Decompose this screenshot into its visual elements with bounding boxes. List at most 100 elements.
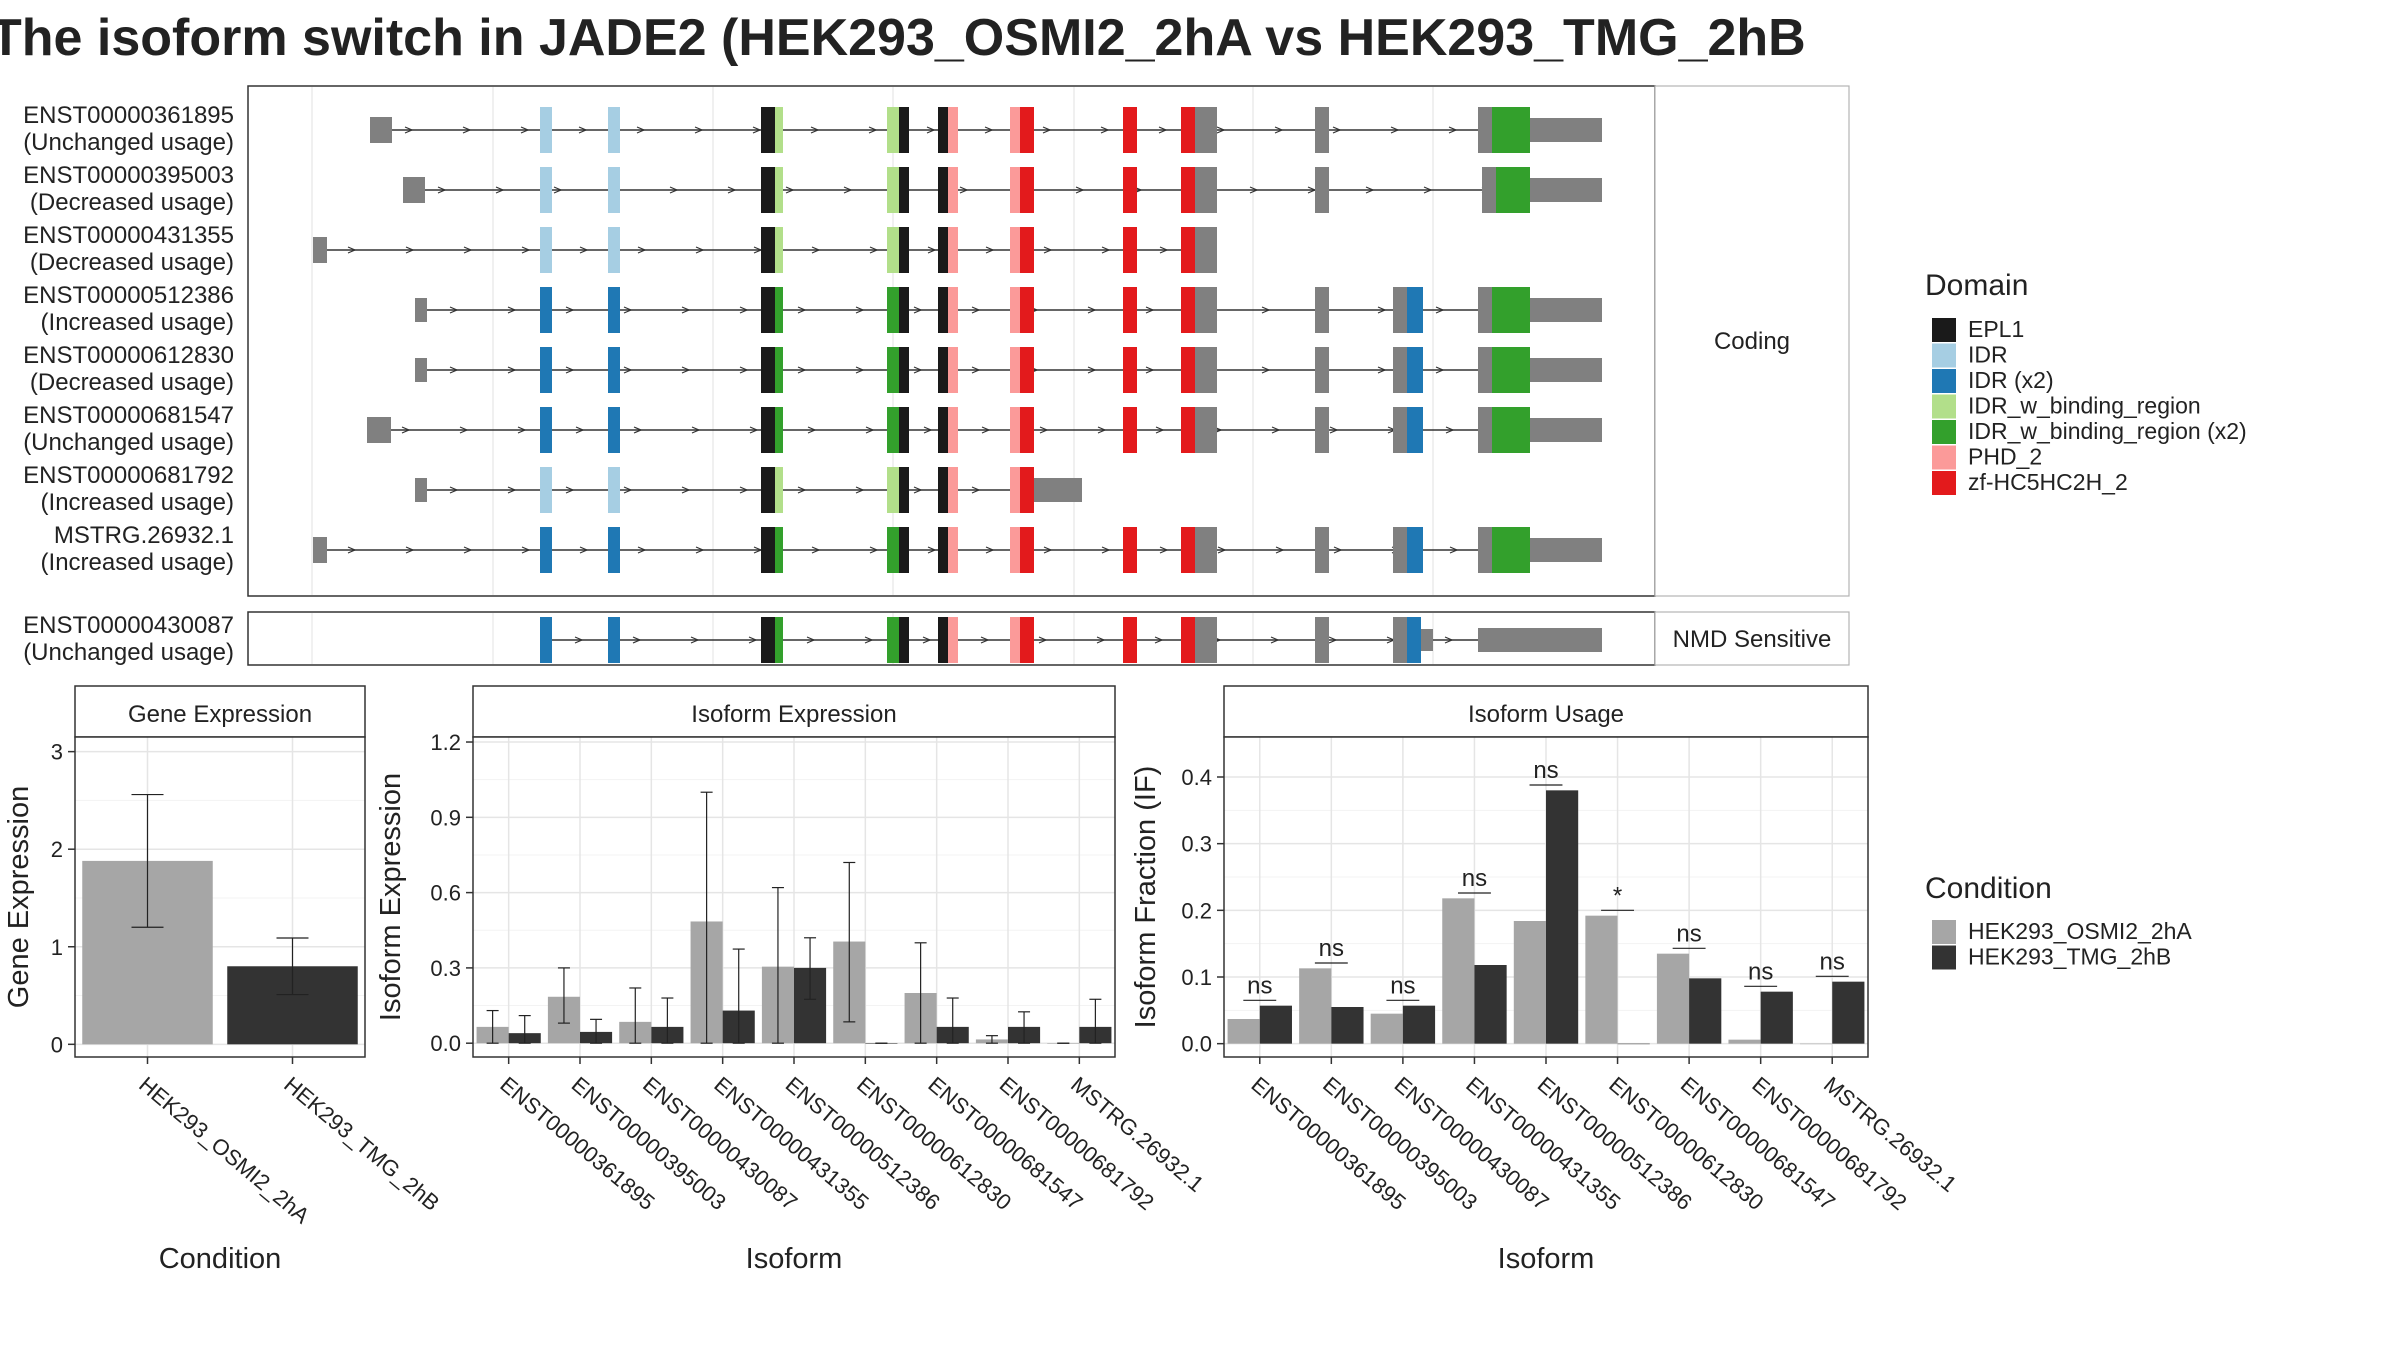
exon-block [1393, 527, 1407, 573]
bar [1442, 898, 1475, 1044]
chart-strip [1223, 685, 1869, 738]
significance-label: ns [1319, 935, 1344, 962]
exon-block [1195, 107, 1217, 153]
strand-arrow [520, 126, 530, 134]
exon-block [1123, 107, 1137, 153]
domain-legend-label: IDR_w_binding_region (x2) [1968, 418, 2247, 444]
bar [1617, 1043, 1650, 1045]
strand-arrow [553, 186, 563, 194]
exon-block [1478, 287, 1492, 333]
chart-title: Isoform Usage [1468, 701, 1624, 728]
exon-block [887, 107, 899, 153]
bar [1585, 915, 1618, 1044]
exon-block [1315, 107, 1329, 153]
exon-block [1530, 178, 1602, 202]
strand-arrow [727, 186, 737, 194]
strand-arrow [797, 366, 807, 374]
exon-block [1478, 107, 1492, 153]
strand-arrow [1365, 186, 1375, 194]
exon-block [1393, 617, 1407, 663]
bar [1474, 965, 1507, 1044]
significance-label: ns [1247, 972, 1272, 999]
exon-block [1010, 287, 1020, 333]
strand-arrow [1042, 126, 1052, 134]
strand-arrow [1332, 126, 1342, 134]
strand-arrow [927, 246, 937, 254]
exon-block [761, 107, 775, 153]
exon-block [1181, 407, 1195, 453]
strand-arrow [632, 636, 642, 644]
exon-block [761, 347, 775, 393]
strand-arrow [459, 426, 469, 434]
strand-arrow [923, 426, 933, 434]
strand-arrow [521, 246, 531, 254]
exon-block [899, 407, 909, 453]
exon-block [540, 617, 552, 663]
exon-block [1181, 167, 1195, 213]
exon-block [1496, 167, 1530, 213]
exon-block [608, 227, 620, 273]
bar [1728, 1039, 1761, 1044]
significance-label: ns [1462, 865, 1487, 892]
exon-block [899, 467, 909, 513]
strand-arrow [517, 426, 527, 434]
transcript-id-label: ENST00000361895 [23, 102, 234, 129]
strand-arrow [739, 486, 749, 494]
exon-block [948, 227, 958, 273]
strand-arrow [752, 126, 762, 134]
transcript-id-label: ENST00000681792 [23, 462, 234, 489]
exon-block [1195, 407, 1217, 453]
exon-block [1195, 287, 1217, 333]
significance-label: ns [1676, 920, 1701, 947]
exon-block [948, 527, 958, 573]
condition-legend-swatch [1932, 945, 1956, 970]
strand-arrow [579, 246, 589, 254]
y-tick-label: 0.0 [430, 1031, 461, 1056]
strand-arrow [1158, 126, 1168, 134]
exon-block [540, 167, 552, 213]
bar [1760, 991, 1793, 1044]
exon-block [1393, 407, 1407, 453]
strand-arrow [971, 306, 981, 314]
transcript-id-label: ENST00000612830 [23, 342, 234, 369]
transcript-id-label: ENST00000681547 [23, 402, 234, 429]
transcript-id-label: MSTRG.26932.1 [54, 522, 234, 549]
exon-block [938, 287, 948, 333]
significance-label: ns [1748, 958, 1773, 985]
strand-arrow [797, 486, 807, 494]
bar [1259, 1005, 1292, 1044]
strand-arrow [1101, 246, 1111, 254]
strand-arrow [507, 306, 517, 314]
y-axis-title: Isoform Expression [375, 773, 407, 1021]
strand-arrow [575, 426, 585, 434]
exon-block [1393, 287, 1407, 333]
exon-block [1020, 347, 1034, 393]
strand-arrow [1217, 546, 1227, 554]
exon-block [887, 287, 899, 333]
strand-arrow [637, 546, 647, 554]
strand-arrow [1261, 306, 1271, 314]
transcript-usage-label: (Increased usage) [41, 309, 234, 336]
y-tick-label: 0.1 [1181, 965, 1212, 990]
strand-arrow [811, 246, 821, 254]
exon-block [775, 287, 783, 333]
strand-arrow [1444, 636, 1454, 644]
strand-arrow [985, 246, 995, 254]
strand-arrow [1159, 246, 1169, 254]
x-axis-title: Isoform [746, 1243, 843, 1275]
strand-arrow [623, 486, 633, 494]
strand-arrow [811, 546, 821, 554]
strand-arrow [1261, 366, 1271, 374]
strand-arrow [1270, 636, 1280, 644]
exon-block [1315, 287, 1329, 333]
y-tick-label: 0.3 [430, 956, 461, 981]
transcript-id-label: ENST00000430087 [23, 612, 234, 639]
exon-block [899, 527, 909, 573]
exon-block [1020, 287, 1034, 333]
exon-block [1492, 107, 1530, 153]
exon-block [1492, 407, 1530, 453]
transcript-usage-label: (Unchanged usage) [23, 429, 234, 456]
exon-block [1195, 227, 1217, 273]
